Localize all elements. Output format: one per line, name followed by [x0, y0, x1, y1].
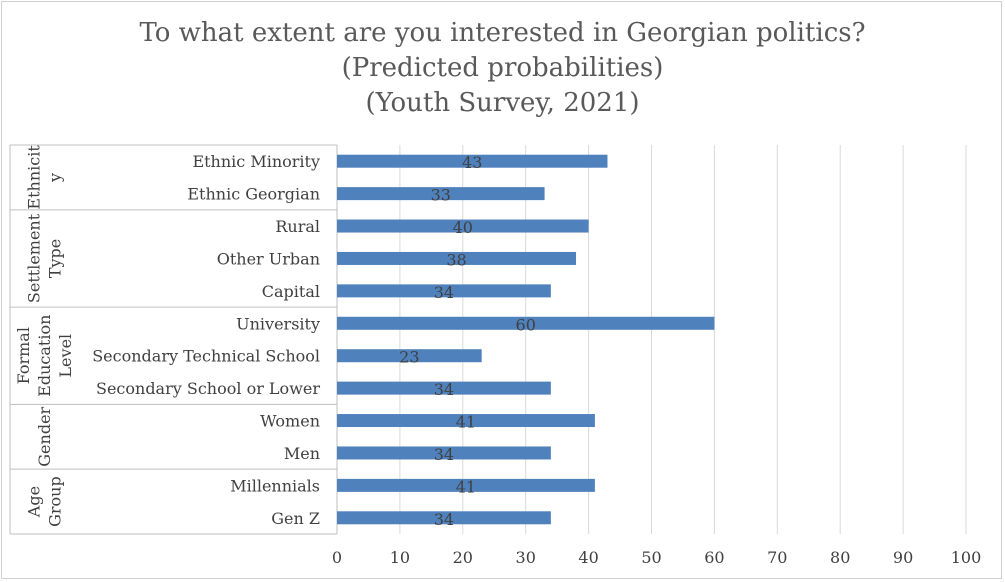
x-tick-label-80: 80: [830, 548, 850, 567]
bar-3-0: [337, 414, 595, 428]
value-label-2-1: 23: [399, 348, 419, 367]
x-tick-label-20: 20: [453, 548, 473, 567]
value-label-4-1: 34: [434, 510, 454, 529]
bar-4-1: [337, 511, 551, 525]
group-label-2-line-0: Formal: [14, 327, 33, 384]
category-label-1-2: Capital: [262, 282, 320, 301]
bar-1-0: [337, 219, 589, 233]
group-label-0-line-0: Ethnicit: [25, 145, 44, 210]
group-label-0-line-1: y: [46, 173, 65, 183]
value-label-2-2: 34: [434, 380, 454, 399]
group-label-4-line-0: Age: [25, 486, 44, 518]
bar-2-1: [337, 349, 482, 363]
category-label-2-2: Secondary School or Lower: [96, 379, 320, 398]
category-label-1-0: Rural: [275, 217, 320, 236]
group-label-3-line-0: Gender: [35, 406, 54, 466]
group-label-1-line-0: Settlement: [25, 213, 44, 303]
value-label-1-0: 40: [453, 218, 473, 237]
category-label-2-0: University: [236, 314, 320, 333]
category-label-3-0: Women: [260, 412, 320, 431]
group-label-4-line-1: Group: [46, 476, 65, 527]
x-tick-label-100: 100: [951, 548, 982, 567]
group-label-2-line-1: Education: [35, 315, 54, 397]
bar-2-0: [337, 316, 715, 330]
value-label-3-0: 41: [456, 413, 476, 432]
group-label-1-line-1: Type: [46, 239, 65, 278]
value-label-0-0: 43: [462, 153, 482, 172]
category-label-0-1: Ethnic Georgian: [187, 185, 320, 204]
value-label-2-0: 60: [516, 315, 536, 334]
value-label-4-0: 41: [456, 477, 476, 496]
value-label-1-2: 34: [434, 283, 454, 302]
bar-3-1: [337, 446, 551, 460]
category-label-0-0: Ethnic Minority: [192, 152, 320, 171]
category-label-4-0: Millennials: [230, 476, 320, 495]
chart-title-line-3: (Youth Survey, 2021): [365, 88, 640, 118]
value-label-0-1: 33: [431, 186, 451, 205]
bar-0-1: [337, 187, 545, 201]
value-label-1-1: 38: [446, 250, 466, 269]
chart-title-line-1: To what extent are you interested in Geo…: [139, 18, 866, 48]
category-label-3-1: Men: [284, 444, 320, 463]
chart-title-line-2: (Predicted probabilities): [341, 53, 664, 83]
value-label-3-1: 34: [434, 445, 454, 464]
bar-1-2: [337, 284, 551, 298]
x-tick-label-10: 10: [390, 548, 410, 567]
group-label-2-line-2: Level: [56, 334, 75, 378]
x-tick-label-30: 30: [516, 548, 536, 567]
category-label-2-1: Secondary Technical School: [92, 347, 320, 366]
x-tick-label-50: 50: [641, 548, 661, 567]
category-label-4-1: Gen Z: [271, 509, 320, 528]
x-tick-label-60: 60: [704, 548, 724, 567]
bar-2-2: [337, 381, 551, 395]
bar-1-1: [337, 251, 577, 265]
x-tick-label-40: 40: [578, 548, 598, 567]
bar-0-0: [337, 154, 608, 168]
x-tick-label-0: 0: [332, 548, 342, 567]
x-tick-label-90: 90: [893, 548, 913, 567]
category-label-1-1: Other Urban: [217, 249, 320, 268]
x-tick-label-70: 70: [767, 548, 787, 567]
bar-4-0: [337, 478, 595, 492]
